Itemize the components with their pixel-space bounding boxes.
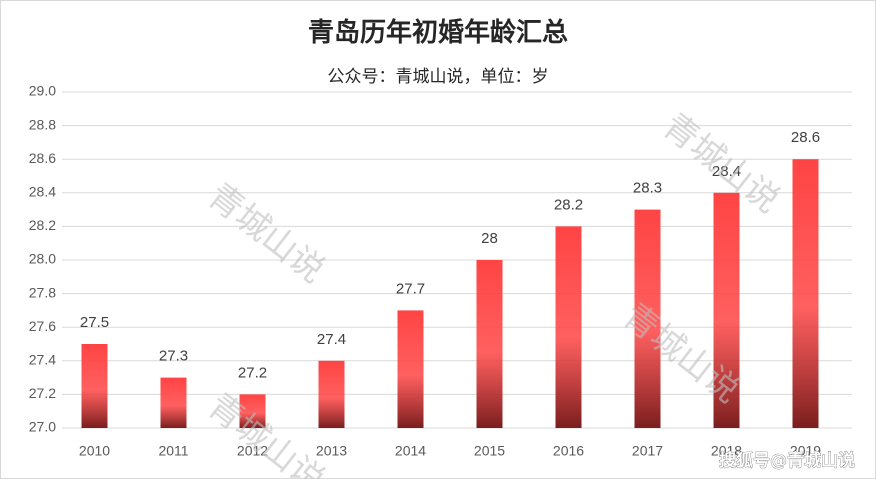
- y-tick-label: 27.6: [29, 318, 56, 334]
- chart-title: 青岛历年初婚年龄汇总: [308, 17, 568, 48]
- x-tick-label: 2014: [395, 443, 426, 459]
- y-tick-label: 28.2: [29, 217, 56, 233]
- y-tick-label: 28.4: [29, 184, 56, 200]
- bar: [160, 377, 187, 428]
- chart-subtitle: 公众号：青城山说，单位：岁: [328, 67, 549, 87]
- bar: [555, 226, 582, 428]
- y-tick-label: 28.0: [29, 251, 56, 267]
- y-tick-label: 27.2: [29, 385, 56, 401]
- x-tick-label: 2018: [711, 443, 742, 459]
- bar: [792, 159, 819, 428]
- y-tick-label: 28.6: [29, 150, 56, 166]
- value-label: 28.4: [712, 163, 741, 180]
- value-label: 28: [481, 230, 498, 247]
- bar: [476, 260, 503, 428]
- bar: [239, 394, 266, 428]
- y-tick-label: 27.8: [29, 284, 56, 300]
- y-tick-label: 27.4: [29, 352, 56, 368]
- y-tick-label: 29.0: [29, 83, 56, 99]
- x-tick-label: 2010: [79, 443, 110, 459]
- bar: [713, 192, 740, 428]
- bar: [634, 209, 661, 428]
- y-tick-label: 28.8: [29, 116, 56, 132]
- value-label: 27.3: [159, 348, 188, 365]
- bar: [397, 310, 424, 428]
- value-label: 27.7: [396, 280, 425, 297]
- x-tick-label: 2017: [632, 443, 663, 459]
- bars: 2010 27.5 2011 27.3 2012 27.2 2013 27.4 2014 27.7…: [79, 129, 821, 459]
- value-label: 28.2: [554, 196, 583, 213]
- x-tick-label: 2019: [790, 443, 821, 459]
- value-label: 27.4: [317, 331, 346, 348]
- source-watermark: 搜狐号@青城山说: [719, 450, 855, 471]
- bar: [81, 344, 108, 428]
- x-tick-label: 2015: [474, 443, 505, 459]
- x-tick-label: 2011: [158, 443, 188, 459]
- x-tick-label: 2012: [237, 443, 268, 459]
- value-label: 27.2: [238, 364, 267, 381]
- value-label: 28.3: [633, 180, 662, 197]
- x-tick-label: 2013: [316, 443, 347, 459]
- value-label: 28.6: [791, 129, 820, 146]
- x-tick-label: 2016: [553, 443, 584, 459]
- y-tick-label: 27.0: [29, 419, 56, 435]
- bar: [318, 360, 345, 428]
- value-label: 27.5: [80, 314, 109, 331]
